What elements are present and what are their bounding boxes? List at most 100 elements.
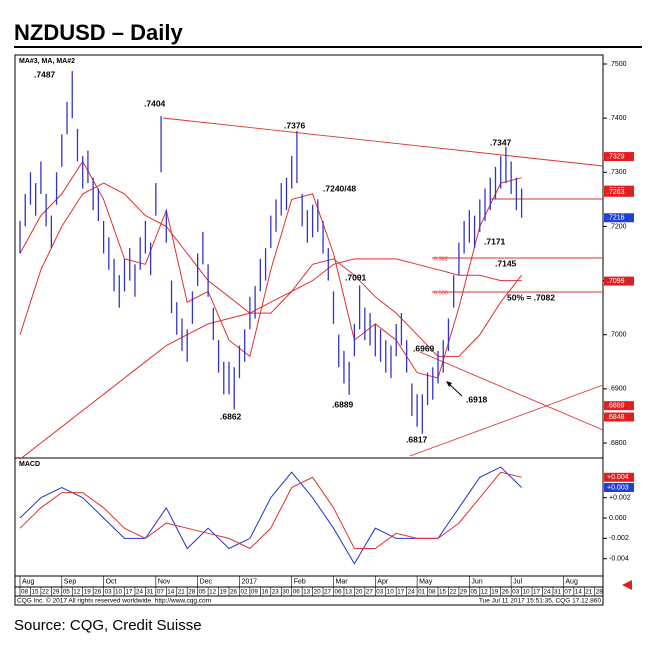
price-marker [604,472,634,482]
annotation: .7404 [144,98,166,108]
price-marker [604,213,634,223]
month-label: Aug [22,578,35,585]
moving-average [19,258,522,460]
y-tick-label: -0.004 [609,556,629,563]
price-marker-label: .7216 [607,215,625,222]
x-tick-label: 08 [429,589,437,596]
price-marker-label: .7099 [607,278,625,285]
x-tick-label: 28 [596,589,604,596]
price-marker-label: .6848 [607,414,625,421]
annotation: .7171 [484,236,506,246]
x-tick-label: 07 [564,589,572,596]
x-tick-label: 31 [146,589,154,596]
annotation: .6969 [413,343,435,353]
x-tick-label: 19 [84,589,92,596]
y-tick-label: .7200 [609,223,627,230]
x-tick-label: 21 [178,589,186,596]
annotation: .6918 [466,394,488,404]
price-marker-label: .6869 [607,402,625,409]
x-tick-label: 26 [230,589,238,596]
trend-line [419,351,604,431]
x-tick-label: 21 [585,589,593,596]
x-tick-label: 28 [188,589,196,596]
x-tick-label: 17 [126,589,134,596]
x-tick-label: 24 [408,589,416,596]
x-tick-label: 07 [157,589,165,596]
x-tick-label: 15 [439,589,447,596]
x-tick-label: 10 [523,589,531,596]
annotation: .7091 [345,272,367,282]
annotation: 0.500 [434,290,448,296]
month-label: Jun [471,578,482,585]
month-label: Mar [336,578,349,585]
x-tick-label: 06 [293,589,301,596]
x-tick-label: 20 [355,589,363,596]
month-label: 2017 [241,578,257,585]
y-tick-label: .6900 [609,386,627,393]
x-tick-label: 03 [105,589,113,596]
price-marker [604,276,634,286]
x-tick-label: 23 [272,589,280,596]
x-tick-label: 27 [366,589,374,596]
x-tick-label: 13 [345,589,353,596]
price-marker [604,482,634,492]
x-tick-label: 08 [21,589,29,596]
x-tick-label: 22 [42,589,50,596]
x-tick-label: 12 [73,589,81,596]
x-tick-label: 03 [376,589,384,596]
x-tick-label: 09 [251,589,259,596]
price-marker-label: .7329 [607,153,625,160]
price-marker-label: +0.004 [607,474,629,481]
y-tick-label: .6800 [609,440,627,447]
annotation: 0.382 [434,256,448,262]
y-tick-label: +0.002 [609,494,631,501]
x-tick-label: 05 [199,589,207,596]
month-label: Sep [64,578,77,585]
x-tick-label: 10 [115,589,123,596]
price-marker [604,152,634,162]
x-tick-label: 14 [167,589,175,596]
annotation: .6889 [332,399,354,409]
price-marker-label: .7263 [607,189,625,196]
month-label: Feb [294,578,306,585]
annotation: .6817 [406,434,428,444]
x-tick-label: 03 [512,589,520,596]
footer-right: Tue Jul 11 2017 15:51:35, CQG 17.12.860 [479,598,602,605]
month-label: Dec [200,578,213,585]
study-label: MA#3, MA, MA#2 [19,58,75,65]
x-tick-label: 15 [31,589,39,596]
macd-label: MACD [19,461,40,468]
y-tick-label: .7300 [609,169,627,176]
y-tick-label: .7000 [609,332,627,339]
x-tick-label: 06 [335,589,343,596]
chart-frame [14,54,604,606]
x-tick-label: 17 [397,589,405,596]
x-tick-label: 24 [136,589,144,596]
x-tick-label: 19 [491,589,499,596]
x-tick-label: 27 [324,589,332,596]
x-tick-label: 29 [52,589,60,596]
x-tick-label: 13 [303,589,311,596]
price-marker [604,401,634,411]
y-tick-label: -0.002 [609,535,629,542]
x-tick-label: 05 [63,589,71,596]
annotation: .7145 [495,258,517,268]
x-tick-label: 10 [387,589,395,596]
annotation: .7487 [34,69,56,79]
x-tick-label: 14 [575,589,583,596]
month-label: Aug [565,578,578,585]
x-tick-label: 26 [502,589,510,596]
month-label: May [419,578,433,585]
y-tick-label: .7400 [609,115,627,122]
y-tick-label: 0.000 [609,515,627,522]
x-tick-label: 20 [314,589,322,596]
y-tick-label: .7500 [609,61,627,68]
x-tick-label: 01 [418,589,426,596]
macd-line [19,471,522,550]
annotation: .7376 [284,120,306,130]
annotation: .6862 [220,411,242,421]
annotation: .7347 [490,137,512,147]
month-label: Jul [513,578,522,585]
chart-title: NZDUSD – Daily [14,20,183,45]
